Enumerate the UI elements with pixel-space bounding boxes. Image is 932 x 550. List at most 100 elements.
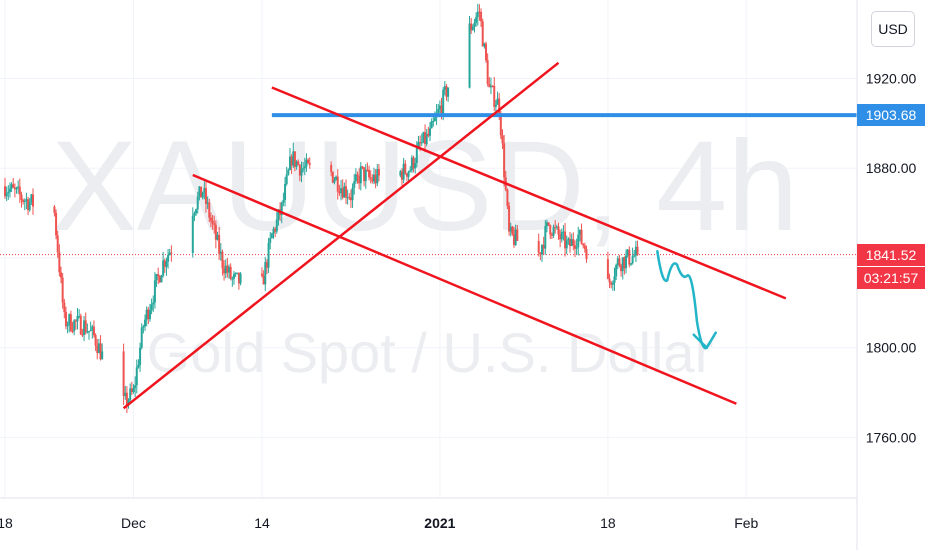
candle-body (303, 166, 306, 169)
candle-body (335, 176, 338, 181)
candle-body (414, 163, 417, 169)
candle-body (10, 184, 13, 189)
candle-body (158, 276, 161, 283)
projection-arrow[interactable] (656, 249, 708, 350)
candle-body (425, 133, 428, 145)
candle-body (18, 186, 21, 195)
candle-body (60, 272, 63, 278)
candle-body (485, 43, 488, 61)
candle-body (298, 164, 301, 176)
candle-body (127, 400, 130, 406)
candle-body (552, 226, 555, 236)
candle-body (359, 166, 362, 184)
candle-body (544, 226, 547, 249)
candle-body (23, 201, 26, 203)
time-tick-label: 14 (254, 515, 270, 531)
candle-body (572, 239, 575, 246)
candle-body (84, 320, 87, 333)
candle-body (160, 275, 163, 283)
candle-body (400, 171, 403, 180)
candle-body (213, 223, 216, 225)
candle-body (17, 186, 20, 188)
candle-body (195, 209, 198, 214)
currency-button[interactable]: USD (871, 11, 915, 47)
candle-body (346, 197, 349, 199)
candle-body (96, 345, 99, 354)
candle-body (468, 23, 471, 88)
candle-body (32, 194, 35, 207)
candle-body (405, 173, 408, 177)
candle-body (134, 385, 137, 389)
candle-body (488, 83, 491, 88)
candle-body (331, 171, 334, 183)
candle-body (99, 343, 102, 360)
candle-body (557, 226, 560, 235)
candle-body (336, 176, 339, 192)
candle-body (412, 157, 415, 169)
candle-body (8, 188, 11, 192)
last-price-label: 1841.52 (857, 243, 925, 266)
candle-body (501, 135, 504, 144)
candle-body (239, 273, 242, 284)
projection-arrow-head (692, 331, 717, 349)
candle-body (442, 89, 445, 114)
candle-body (344, 186, 347, 198)
watermark-description: Gold Spot / U.S. Dollar (147, 321, 713, 384)
candle-body (214, 224, 217, 240)
drawings[interactable] (122, 61, 857, 410)
candle-body (407, 171, 410, 177)
candle-body (302, 168, 305, 170)
candle-body (229, 266, 232, 279)
candle-body (542, 245, 545, 249)
candle-body (237, 272, 240, 284)
candle-body (417, 142, 420, 149)
level-price-label: 1903.68 (857, 104, 925, 127)
price-tick-label: 1800.00 (866, 340, 917, 356)
candle-body (631, 256, 634, 264)
candle-body (68, 314, 71, 325)
candle-body (493, 85, 496, 107)
candle-body (64, 311, 67, 327)
candle-body (66, 324, 69, 327)
candle-body (606, 259, 609, 279)
candle-body (513, 234, 516, 245)
candle-body (30, 194, 33, 202)
candle-body (129, 388, 132, 401)
candle-body (305, 159, 308, 167)
candle-body (148, 310, 151, 320)
candle-body (343, 186, 346, 198)
candle-body (618, 258, 621, 266)
candle-body (419, 142, 422, 144)
candle-body (53, 206, 56, 213)
candle-body (511, 226, 514, 235)
candle-body (473, 22, 476, 27)
candle-body (63, 302, 66, 312)
candle-body (91, 326, 94, 330)
trend-line[interactable] (192, 173, 737, 405)
candle-body (234, 273, 237, 275)
candle-body (144, 319, 147, 327)
trend-line[interactable] (122, 61, 560, 410)
candle-body (196, 196, 199, 210)
candle-body (191, 215, 194, 253)
time-axis[interactable]: 18 Dec 14 2021 18 Feb (0, 515, 759, 531)
candle-body (427, 133, 430, 136)
candle-body (541, 245, 544, 255)
candle-body (420, 142, 423, 144)
candle-body (267, 242, 270, 268)
candle-body (122, 351, 125, 397)
candle-body (295, 161, 298, 167)
time-tick-label: 2021 (424, 515, 455, 531)
candle-body (565, 240, 568, 249)
candle-body (349, 197, 352, 201)
trend-line[interactable] (271, 86, 787, 300)
candle-body (503, 143, 506, 178)
candle-body (555, 226, 558, 228)
candle-body (206, 202, 209, 204)
candle-body (155, 274, 158, 281)
candle-body (549, 225, 552, 235)
candle-body (308, 163, 311, 165)
candle-body (218, 234, 221, 254)
candle-body (152, 302, 155, 305)
